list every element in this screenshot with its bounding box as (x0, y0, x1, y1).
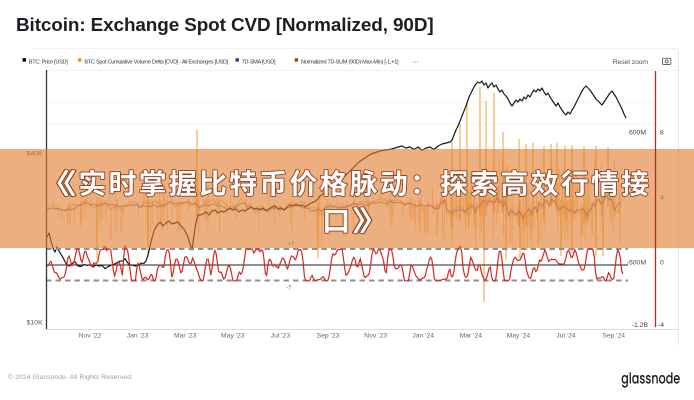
svg-text:Jul '24: Jul '24 (556, 333, 576, 340)
svg-text:Nov '23: Nov '23 (364, 333, 387, 340)
svg-text:...: ... (412, 56, 419, 65)
svg-text:BTC: Price [USD]: BTC: Price [USD] (29, 59, 68, 65)
svg-text:$10K: $10K (27, 320, 43, 327)
svg-text:Mar '23: Mar '23 (174, 333, 197, 340)
svg-text:Jul '23: Jul '23 (271, 333, 291, 340)
svg-text:-4: -4 (658, 322, 664, 329)
svg-text:-1.2B: -1.2B (632, 322, 649, 329)
svg-text:-7: -7 (286, 286, 292, 292)
svg-text:8: 8 (660, 130, 664, 137)
svg-text:BTC Spot Cumulative Volume Del: BTC Spot Cumulative Volume Delta [CVD] -… (84, 59, 228, 65)
svg-text:Mar '24: Mar '24 (460, 333, 483, 340)
svg-text:May '23: May '23 (221, 333, 245, 340)
svg-text:Normalized 7D-SUM (90D) Max-Mi: Normalized 7D-SUM (90D) Max-Min) [-1,+1] (301, 59, 399, 65)
svg-text:0: 0 (660, 260, 664, 267)
svg-text:7D-SMA [USD]: 7D-SMA [USD] (242, 59, 276, 65)
svg-text:Reset zoom: Reset zoom (613, 59, 649, 66)
svg-text:600M: 600M (629, 130, 646, 137)
svg-text:Sep '23: Sep '23 (317, 333, 340, 340)
svg-text:Jan '24: Jan '24 (412, 333, 434, 340)
svg-text:Jan '23: Jan '23 (127, 333, 149, 340)
svg-text:Nov '22: Nov '22 (79, 333, 102, 340)
svg-text:May '24: May '24 (507, 333, 531, 340)
svg-text:-500M: -500M (627, 260, 647, 267)
svg-text:Sep '24: Sep '24 (602, 333, 625, 340)
